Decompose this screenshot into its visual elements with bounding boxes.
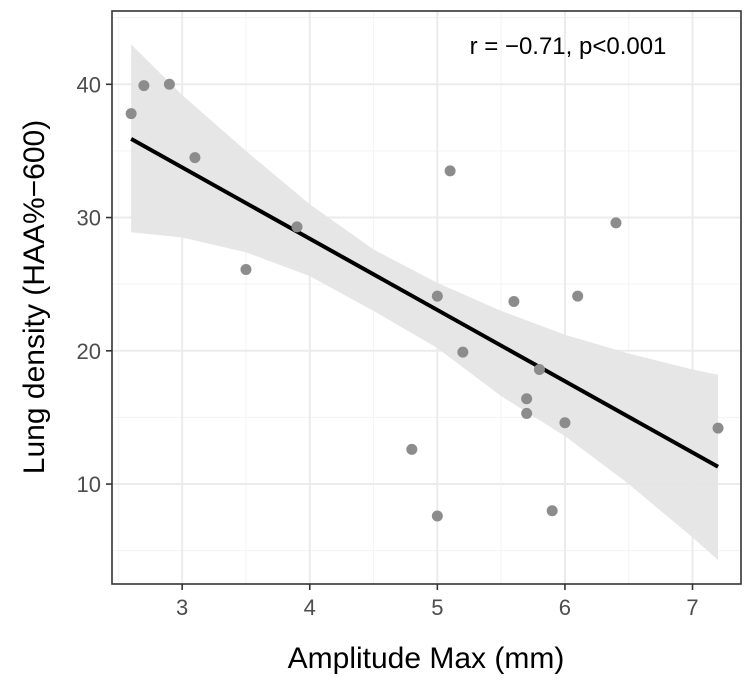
x-tick-label: 7 xyxy=(686,595,698,620)
data-point xyxy=(712,422,724,434)
data-point xyxy=(559,417,571,429)
data-point xyxy=(546,505,558,517)
data-point xyxy=(444,165,456,177)
ticks-layer: 3 4 5 6 7 10 20 30 40 xyxy=(77,72,699,620)
data-point xyxy=(521,393,533,405)
panel-border xyxy=(111,10,742,585)
y-tick-label: 30 xyxy=(77,206,101,231)
data-point xyxy=(521,407,533,419)
y-tick-label: 40 xyxy=(77,72,101,97)
x-tick-label: 3 xyxy=(176,595,188,620)
data-point xyxy=(610,217,622,229)
data-point xyxy=(138,80,150,92)
fit-line-layer xyxy=(130,137,720,469)
data-point xyxy=(406,443,418,455)
data-point xyxy=(431,290,443,302)
data-point xyxy=(457,346,469,358)
data-point xyxy=(572,290,584,302)
data-point xyxy=(240,264,252,276)
data-point xyxy=(163,78,175,90)
correlation-annotation: r = −0.71, p<0.001 xyxy=(470,33,667,60)
points-layer xyxy=(125,78,724,522)
data-point xyxy=(533,363,545,375)
y-axis-title: Lung density (HAA%−600) xyxy=(18,120,51,474)
y-tick-label: 20 xyxy=(77,339,101,364)
data-point xyxy=(189,152,201,164)
data-point xyxy=(431,510,443,522)
data-point xyxy=(125,108,137,120)
y-tick-label: 10 xyxy=(77,472,101,497)
x-tick-label: 5 xyxy=(431,595,443,620)
x-axis-title: Amplitude Max (mm) xyxy=(288,642,565,675)
data-point xyxy=(508,295,520,307)
regression-line xyxy=(130,137,720,469)
x-tick-label: 6 xyxy=(559,595,571,620)
data-point xyxy=(291,221,303,233)
x-tick-label: 4 xyxy=(304,595,316,620)
